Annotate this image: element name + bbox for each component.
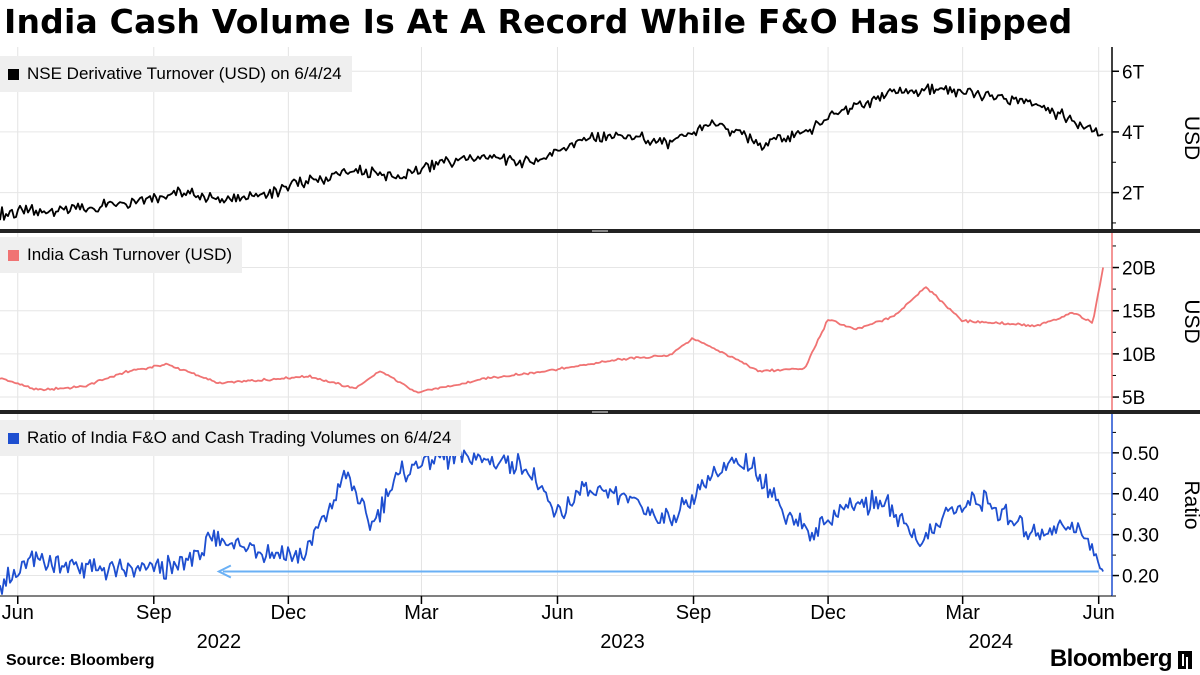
panel-grip-1 (592, 411, 608, 413)
y-axis-label-1: USD (1180, 299, 1200, 343)
brand-mark-icon (1178, 651, 1192, 669)
y-tick-label-2-2: 0.40 (1122, 485, 1159, 506)
x-tick-label-2: Dec (271, 602, 307, 624)
x-year-label-0: 2022 (197, 631, 242, 653)
y-axis-label-2: Ratio (1180, 480, 1200, 529)
legend-label-ratio: Ratio of India F&O and Cash Trading Volu… (27, 428, 452, 447)
x-tick-label-0: Jun (2, 602, 34, 624)
x-tick-label-4: Jun (541, 602, 573, 624)
x-tick-label-3: Mar (404, 602, 439, 624)
x-tick-label-7: Mar (945, 602, 980, 624)
x-year-label-2: 2024 (968, 631, 1013, 653)
legend-ratio: Ratio of India F&O and Cash Trading Volu… (0, 420, 462, 456)
panel-grip-0 (592, 230, 608, 232)
series-line-0 (0, 83, 1104, 221)
source-note: Source: Bloomberg (6, 652, 155, 669)
annotation-arrow-head (216, 564, 232, 579)
x-tick-label-5: Sep (676, 602, 712, 624)
y-tick-label-1-2: 15B (1122, 302, 1156, 323)
y-tick-label-0-0: 2T (1122, 184, 1145, 205)
y-axis-label-0: USD (1180, 116, 1200, 160)
legend-swatch-cash (8, 249, 19, 261)
y-tick-label-1-3: 20B (1122, 259, 1156, 280)
legend-swatch-ratio (8, 432, 19, 444)
legend-swatch-derivative (8, 68, 19, 80)
x-tick-label-8: Jun (1083, 602, 1115, 624)
y-tick-label-0-1: 4T (1122, 123, 1145, 144)
series-line-1 (0, 267, 1104, 394)
legend-label-cash: India Cash Turnover (USD) (27, 245, 233, 264)
x-tick-label-6: Dec (810, 602, 846, 624)
legend-label-derivative: NSE Derivative Turnover (USD) on 6/4/24 (27, 64, 342, 83)
y-tick-label-1-0: 5B (1122, 388, 1145, 409)
y-tick-label-1-1: 10B (1122, 345, 1156, 366)
y-tick-label-2-3: 0.50 (1122, 444, 1159, 465)
brand-logo: Bloomberg (1049, 645, 1173, 672)
y-tick-label-0-2: 6T (1122, 62, 1145, 83)
y-tick-label-2-1: 0.30 (1122, 526, 1159, 547)
chart-title: India Cash Volume Is At A Record While F… (4, 2, 1073, 41)
x-year-label-1: 2023 (600, 631, 645, 653)
legend-derivative: NSE Derivative Turnover (USD) on 6/4/24 (0, 56, 352, 92)
series-line-2 (0, 445, 1104, 595)
y-tick-label-2-0: 0.20 (1122, 567, 1159, 588)
legend-cash: India Cash Turnover (USD) (0, 237, 243, 273)
x-tick-label-1: Sep (136, 602, 172, 624)
